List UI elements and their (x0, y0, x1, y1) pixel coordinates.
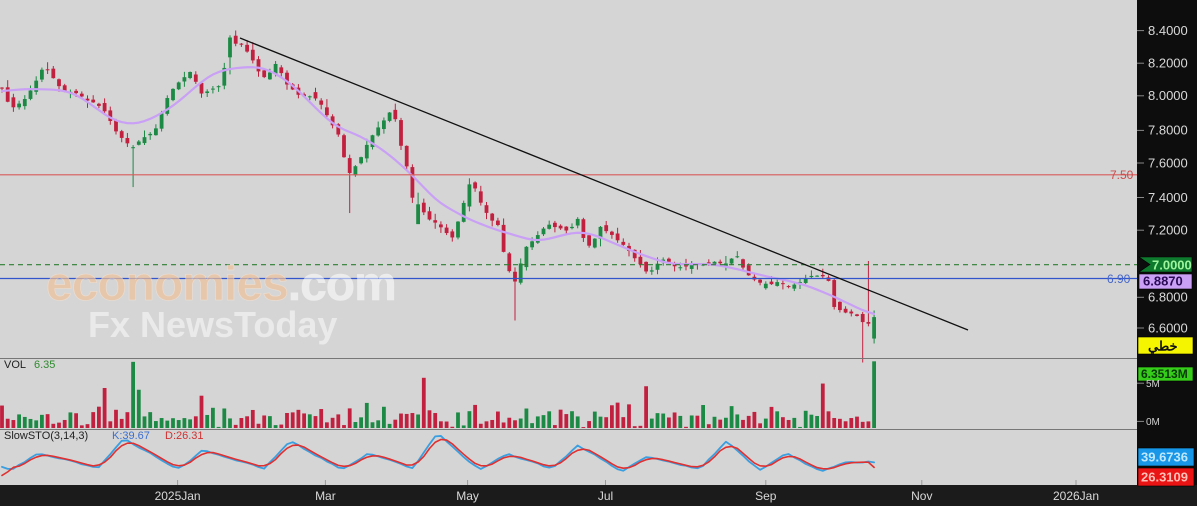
svg-text:Jul: Jul (598, 489, 613, 503)
svg-text:SlowSTO(3,14,3): SlowSTO(3,14,3) (4, 430, 88, 442)
svg-text:26.3109: 26.3109 (1141, 470, 1188, 485)
svg-text:K:39.67: K:39.67 (112, 430, 150, 442)
svg-text:6.35: 6.35 (34, 359, 55, 371)
svg-text:Fx NewsToday: Fx NewsToday (88, 304, 337, 345)
svg-text:7.8000: 7.8000 (1148, 123, 1188, 138)
svg-text:6.8000: 6.8000 (1148, 290, 1188, 305)
svg-text:7.6000: 7.6000 (1148, 156, 1188, 171)
svg-text:7.50: 7.50 (1110, 168, 1134, 182)
svg-text:2026Jan: 2026Jan (1053, 489, 1099, 503)
svg-text:0M: 0M (1146, 417, 1160, 428)
svg-text:8.2000: 8.2000 (1148, 56, 1188, 71)
svg-text:May: May (456, 489, 479, 503)
svg-text:2025Jan: 2025Jan (155, 489, 201, 503)
svg-text:7.0000: 7.0000 (1152, 258, 1192, 273)
svg-text:Mar: Mar (315, 489, 336, 503)
svg-text:5M: 5M (1146, 379, 1160, 390)
svg-text:خطي: خطي (1148, 339, 1178, 355)
svg-text:D:26.31: D:26.31 (165, 430, 204, 442)
svg-text:Nov: Nov (911, 489, 932, 503)
svg-text:8.0000: 8.0000 (1148, 88, 1188, 103)
svg-text:6.90: 6.90 (1107, 272, 1131, 286)
svg-text:6.8870: 6.8870 (1143, 274, 1183, 289)
svg-text:7.4000: 7.4000 (1148, 190, 1188, 205)
svg-text:6.6000: 6.6000 (1148, 321, 1188, 336)
svg-text:39.6736: 39.6736 (1141, 450, 1188, 465)
svg-text:8.4000: 8.4000 (1148, 23, 1188, 38)
svg-text:7.2000: 7.2000 (1148, 223, 1188, 238)
svg-text:Sep: Sep (755, 489, 777, 503)
svg-text:VOL: VOL (4, 359, 26, 371)
